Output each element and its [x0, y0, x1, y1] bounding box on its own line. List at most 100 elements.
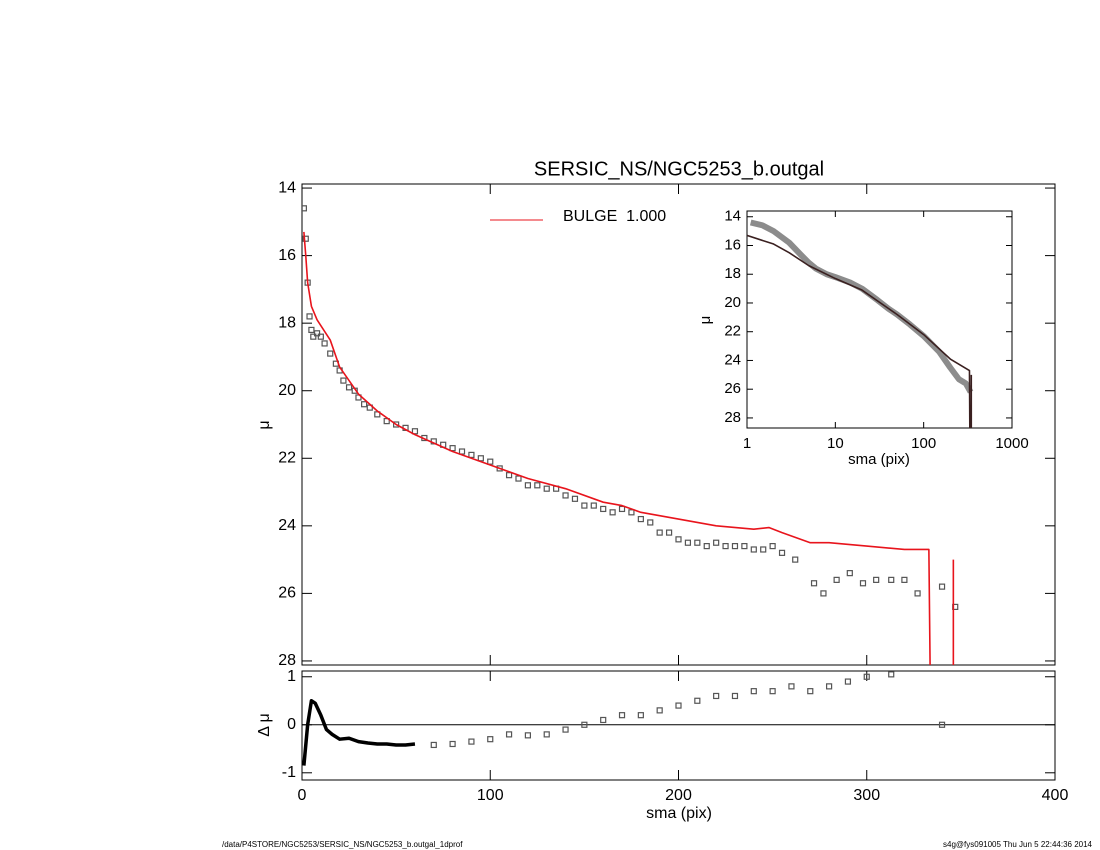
data-point: [844, 678, 852, 685]
data-point: [731, 543, 739, 550]
x-axis-label: sma (pix): [646, 805, 712, 822]
plot-frame: [301, 670, 1056, 781]
y-tick-label: 24: [278, 517, 296, 534]
y-tick-label: 16: [278, 247, 296, 264]
data-point: [694, 697, 701, 704]
data-point: [496, 465, 503, 472]
y-tick-label: 14: [724, 208, 741, 225]
data-point: [515, 475, 522, 482]
data-point: [760, 546, 767, 553]
data-point: [665, 529, 673, 536]
x-tick-label: 300: [853, 787, 880, 804]
y-axis-label: μ: [697, 316, 714, 325]
data-point: [810, 580, 818, 587]
data-point: [468, 738, 475, 745]
data-point: [618, 505, 626, 513]
data-point: [901, 576, 908, 583]
data-point: [846, 570, 853, 577]
data-point: [938, 721, 946, 728]
data-point: [675, 536, 682, 543]
y-tick-label: 22: [724, 323, 741, 340]
data-point: [543, 731, 550, 738]
x-tick-label: 200: [665, 787, 692, 804]
data-point: [321, 340, 328, 347]
y-tick-label: 20: [278, 382, 296, 399]
data-point: [807, 688, 814, 695]
data-point: [302, 205, 307, 212]
data-point: [750, 688, 757, 695]
data-point: [505, 472, 513, 479]
data-point: [340, 377, 347, 384]
data-point: [684, 539, 692, 546]
data-point: [863, 673, 870, 680]
chart-title: SERSIC_NS/NGC5253_b.outgal: [534, 158, 824, 180]
data-point: [313, 330, 321, 337]
x-tick-label: 10: [827, 435, 844, 452]
data-point: [888, 576, 895, 583]
data-point: [873, 576, 880, 583]
data-point: [458, 448, 466, 455]
data-point: [487, 736, 494, 743]
data-line: [302, 699, 416, 766]
data-point: [637, 712, 644, 719]
plot-frame: [746, 210, 1013, 429]
y-tick-label: 16: [724, 236, 741, 253]
x-tick-label: 400: [1042, 787, 1069, 804]
data-point: [713, 692, 720, 700]
data-point: [449, 740, 456, 748]
data-line: [749, 219, 974, 394]
x-tick-label: 100: [477, 787, 504, 804]
data-point: [487, 458, 494, 465]
data-point: [581, 502, 588, 509]
y-tick-label: 24: [724, 351, 741, 368]
data-point: [562, 726, 569, 733]
data-point: [628, 509, 635, 516]
y-axis-label: Δ μ: [256, 713, 273, 736]
data-point: [703, 543, 710, 550]
data-point: [820, 590, 827, 597]
data-point: [769, 688, 776, 695]
plot-area: [302, 205, 959, 665]
footer-stamp: s4g@fys091005 Thu Jun 5 22:44:36 2014: [943, 840, 1093, 849]
data-point: [609, 509, 616, 516]
data-point: [590, 502, 597, 509]
data-point: [571, 495, 579, 502]
data-point: [769, 543, 776, 550]
data-line: [747, 234, 973, 428]
y-tick-label: 22: [278, 449, 296, 466]
x-tick-label: 1: [743, 435, 751, 452]
data-point: [637, 515, 644, 523]
data-point: [750, 546, 757, 553]
footer-path: /data/P4STORE/NGC5253/SERSIC_NS/NGC5253_…: [222, 840, 463, 849]
y-tick-label: 18: [278, 314, 296, 331]
plot-area: [302, 671, 946, 766]
data-point: [731, 692, 739, 700]
data-point: [306, 313, 313, 320]
y-tick-label: 18: [724, 265, 741, 282]
data-line: [303, 231, 955, 665]
data-point: [327, 350, 334, 357]
data-point: [833, 576, 840, 583]
x-axis-label: sma (pix): [848, 451, 910, 468]
data-point: [600, 716, 607, 724]
data-point: [675, 702, 682, 709]
data-point: [778, 549, 786, 556]
y-tick-label: 26: [724, 380, 741, 397]
x-tick-label: 0: [298, 787, 307, 804]
y-tick-label: 0: [287, 716, 296, 733]
data-point: [317, 333, 324, 340]
data-point: [938, 583, 946, 590]
data-point: [656, 529, 663, 536]
x-tick-label: 100: [911, 435, 936, 452]
y-tick-label: -1: [282, 764, 296, 781]
data-point: [656, 707, 663, 714]
data-point: [543, 485, 550, 492]
data-point: [524, 732, 532, 739]
data-point: [647, 519, 654, 526]
data-point: [562, 492, 569, 499]
data-point: [468, 451, 475, 459]
data-point: [618, 712, 626, 719]
data-point: [694, 539, 701, 546]
